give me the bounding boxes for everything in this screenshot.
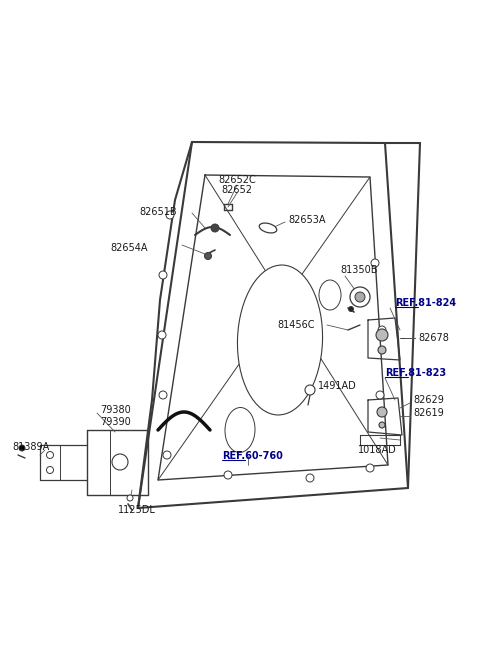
Circle shape	[159, 391, 167, 399]
Text: REF.60-760: REF.60-760	[222, 451, 283, 461]
Circle shape	[366, 464, 374, 472]
Circle shape	[348, 307, 353, 312]
Circle shape	[377, 407, 387, 417]
Circle shape	[158, 331, 166, 339]
Circle shape	[47, 451, 53, 458]
Text: 82653A: 82653A	[288, 215, 325, 225]
Circle shape	[378, 326, 386, 334]
Text: 81389A: 81389A	[12, 442, 49, 452]
Circle shape	[376, 329, 388, 341]
Text: 79390: 79390	[100, 417, 131, 427]
Text: 82651B: 82651B	[139, 207, 177, 217]
Circle shape	[379, 422, 385, 428]
Ellipse shape	[319, 280, 341, 310]
Text: 82652C: 82652C	[218, 175, 256, 185]
Text: 1018AD: 1018AD	[358, 445, 397, 455]
Circle shape	[47, 466, 53, 474]
Text: 1125DL: 1125DL	[118, 505, 156, 515]
Text: 82678: 82678	[418, 333, 449, 343]
Text: 79380: 79380	[100, 405, 131, 415]
Circle shape	[350, 287, 370, 307]
Circle shape	[112, 454, 128, 470]
Text: 81456C: 81456C	[277, 320, 315, 330]
Circle shape	[305, 385, 315, 395]
Text: 1491AD: 1491AD	[318, 381, 357, 391]
Circle shape	[306, 474, 314, 482]
Circle shape	[224, 471, 232, 479]
Text: 82654A: 82654A	[110, 243, 148, 253]
Circle shape	[163, 451, 171, 459]
Text: REF.81-824: REF.81-824	[395, 298, 456, 308]
Circle shape	[204, 252, 212, 259]
Circle shape	[355, 292, 365, 302]
Circle shape	[378, 346, 386, 354]
Text: 81350B: 81350B	[340, 265, 377, 275]
Text: 82619: 82619	[413, 408, 444, 418]
Circle shape	[159, 271, 167, 279]
Ellipse shape	[238, 265, 323, 415]
Circle shape	[211, 224, 219, 232]
Ellipse shape	[225, 407, 255, 453]
Ellipse shape	[259, 223, 277, 233]
Circle shape	[127, 495, 133, 501]
Circle shape	[371, 259, 379, 267]
Circle shape	[19, 445, 25, 451]
Text: 82629: 82629	[413, 395, 444, 405]
Text: REF.81-823: REF.81-823	[385, 368, 446, 378]
Text: 82652: 82652	[221, 185, 252, 195]
Circle shape	[376, 391, 384, 399]
Circle shape	[166, 211, 174, 219]
